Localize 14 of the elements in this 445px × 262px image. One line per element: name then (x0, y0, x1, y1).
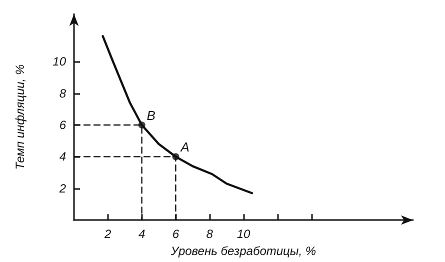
x-axis-title: Уровень безработицы, % (170, 244, 316, 258)
y-tick-label: 6 (59, 118, 66, 132)
x-tick-label: 8 (206, 227, 214, 242)
y-tick-label: 10 (52, 54, 66, 69)
annotation: A (180, 140, 190, 155)
x-tick-label: 2 (104, 227, 112, 242)
annotation: B (146, 108, 156, 123)
y-tick-label: 8 (59, 86, 66, 100)
y-tick-label: 2 (58, 181, 66, 196)
x-tick-label: 4 (138, 227, 146, 242)
y-tick-label: 4 (59, 150, 66, 164)
x-tick-label: 10 (236, 227, 250, 242)
y-axis-title: Темп инфляции, % (13, 64, 27, 170)
x-tick-label: 6 (172, 227, 180, 242)
